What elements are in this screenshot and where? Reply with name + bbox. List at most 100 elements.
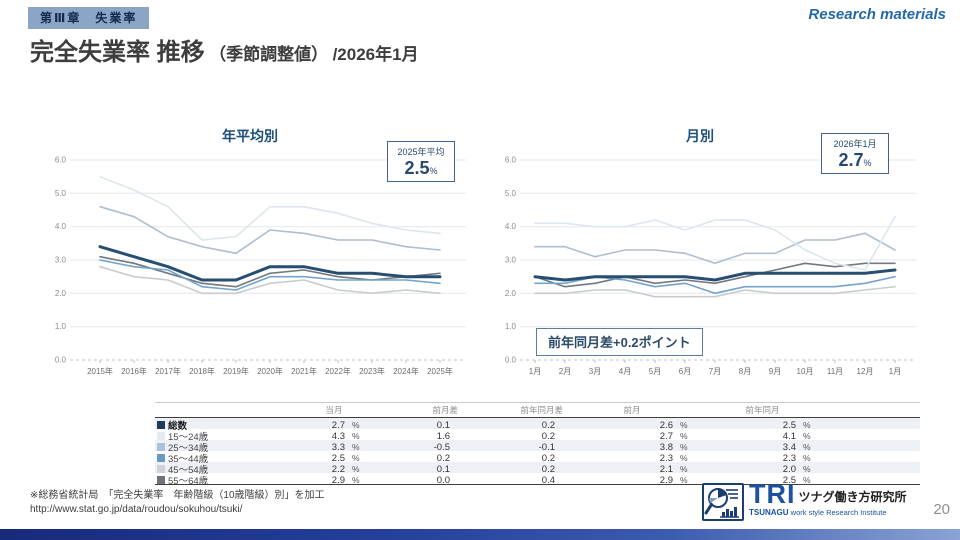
series-25〜34歳 [99,205,441,255]
age-group-label: 15〜24歳 [168,432,209,443]
title-sub: （季節調整値） [209,45,329,64]
svg-text:6.0: 6.0 [55,156,67,165]
svg-text:1.0: 1.0 [55,322,67,331]
svg-text:8月: 8月 [739,367,751,376]
annual-average-badge: 2025年平均 2.5% [387,141,455,182]
age-group-label: 55〜64歳 [168,476,209,487]
age-group-label: 総数 [168,421,188,432]
svg-text:1月: 1月 [529,367,541,376]
table-row: 15〜24歳 4.3% 1.6 0.2 2.7% 4.1% [155,429,920,443]
svg-text:2020年: 2020年 [257,366,283,376]
svg-text:2021年: 2021年 [291,366,317,376]
svg-text:12月: 12月 [857,367,874,376]
svg-text:3.0: 3.0 [505,256,517,265]
legend-swatch [157,432,165,440]
age-group-label: 35〜44歳 [168,454,209,465]
svg-text:5月: 5月 [649,367,661,376]
series-55〜64歳 [534,262,896,288]
age-breakdown-table: 当月 前月差 前年同月差 前月 前年同月 総数 2.7% 0.1 0.2 2.6% 2.5… [155,402,920,487]
header-mom-diff: 前月差 [432,405,458,415]
svg-text:6月: 6月 [679,367,691,376]
table-header-row: 当月 前月差 前年同月差 前月 前年同月 [155,402,920,418]
logo-en-name: TSUNAGU work style Research Institute [749,507,887,517]
svg-text:2.0: 2.0 [505,289,517,298]
svg-text:2019年: 2019年 [223,366,249,376]
chart-annual-average: 年平均別 2025年平均 2.5% 0.0 1.0 2.0 3.0 4.0 5.0 6.0 2… [30,126,470,398]
age-group-label: 45〜54歳 [168,465,209,476]
svg-text:5.0: 5.0 [55,189,67,198]
badge-value: 2.5 [404,158,430,178]
logo-tri: TRI [749,479,796,509]
badge-unit: % [429,166,438,176]
age-group-label: 25〜34歳 [168,443,209,454]
page-number: 20 [933,501,950,518]
row-label: 45〜54歳 [155,462,295,476]
svg-text:2017年: 2017年 [155,366,181,376]
legend-swatch [157,454,165,462]
badge-value: 2.7 [838,150,864,170]
svg-text:10月: 10月 [797,367,814,376]
magnifier-chart-icon [702,483,744,521]
header-prev-year: 前年同月 [745,405,780,415]
badge-unit: % [863,158,872,168]
series-25〜34歳 [534,232,896,265]
annual-line-chart: 0.0 1.0 2.0 3.0 4.0 5.0 6.0 2015年 2016年 2017年 2018… [30,148,470,397]
table-row: 55〜64歳 2.9% 0.0 0.4 2.9% 2.5% [155,473,920,487]
source-line-2: http://www.stat.go.jp/data/roudou/sokuho… [30,503,243,515]
svg-text:6.0: 6.0 [505,156,517,165]
svg-text:4.0: 4.0 [55,222,67,231]
badge-label: 2026年1月 [833,139,877,149]
tri-logo: TRI ツナグ働き方研究所 TSUNAGU work style Researc… [702,479,907,521]
svg-text:2月: 2月 [559,367,571,376]
svg-text:1月: 1月 [889,367,901,376]
row-label: 35〜44歳 [155,451,295,465]
title-date: /2026年1月 [332,45,419,64]
logo-jp-name: ツナグ働き方研究所 [798,489,907,504]
header-prev-month: 前月 [623,405,641,415]
chart-monthly-title: 月別 [686,128,714,144]
latest-month-badge: 2026年1月 2.7% [821,133,889,174]
legend-swatch [157,465,165,473]
chart-annual-title: 年平均別 [222,128,278,144]
chapter-badge: 第Ⅲ章 失業率 [28,7,150,29]
series-45〜54歳 [534,285,896,298]
svg-text:0.0: 0.0 [55,356,67,365]
series-55〜64歳 [99,255,441,288]
svg-text:4.0: 4.0 [505,222,517,231]
source-note: ※総務省統計局 「完全失業率 年齢階級（10歳階級）別」を加工 http://w… [30,489,325,516]
series-35〜44歳 [99,259,441,291]
svg-text:2024年: 2024年 [393,366,419,376]
svg-text:2.0: 2.0 [55,289,67,298]
svg-text:1.0: 1.0 [505,322,517,331]
series-15〜24歳 [99,175,441,241]
chart-monthly: 月別 2026年1月 2.7% 前年同月差+0.2ポイント 0.0 1.0 2.0 3… [480,126,920,398]
logo-text: TRI ツナグ働き方研究所 TSUNAGU work style Researc… [749,479,907,517]
header-current-month: 当月 [325,405,343,415]
svg-text:5.0: 5.0 [505,189,517,198]
yoy-diff-annotation: 前年同月差+0.2ポイント [536,328,703,356]
svg-text:2025年: 2025年 [427,366,453,376]
row-label: 15〜24歳 [155,429,295,443]
table-row: 25〜34歳 3.3% -0.5 -0.1 3.8% 3.4% [155,440,920,454]
series-15〜24歳 [534,215,896,271]
monthly-line-chart: 0.0 1.0 2.0 3.0 4.0 5.0 6.0 1月 2月 3月 4月 5月 6月 7月 8月 9月 1… [480,148,920,397]
svg-text:2018年: 2018年 [189,366,215,376]
svg-text:2022年: 2022年 [325,366,351,376]
table-body: 総数 2.7% 0.1 0.2 2.6% 2.5% 15〜24歳 4.3% 1.6 0.2 2.7%… [155,418,920,487]
table-row: 45〜54歳 2.2% 0.1 0.2 2.1% 2.0% [155,462,920,476]
series-45〜54歳 [99,265,441,295]
badge-label: 2025年平均 [397,147,445,157]
row-label: 25〜34歳 [155,440,295,454]
svg-text:2015年: 2015年 [87,366,113,376]
table-row: 総数 2.7% 0.1 0.2 2.6% 2.5% [155,418,920,432]
legend-swatch [157,476,165,484]
source-line-1: ※総務省統計局 「完全失業率 年齢階級（10歳階級）別」を加工 [30,490,325,501]
bottom-gradient-bar [0,529,960,540]
legend-swatch [157,421,165,429]
svg-text:2023年: 2023年 [359,366,385,376]
title-main: 完全失業率 推移 [30,39,205,66]
row-label: 総数 [155,418,295,432]
row-label: 55〜64歳 [155,473,295,487]
svg-text:7月: 7月 [709,367,721,376]
